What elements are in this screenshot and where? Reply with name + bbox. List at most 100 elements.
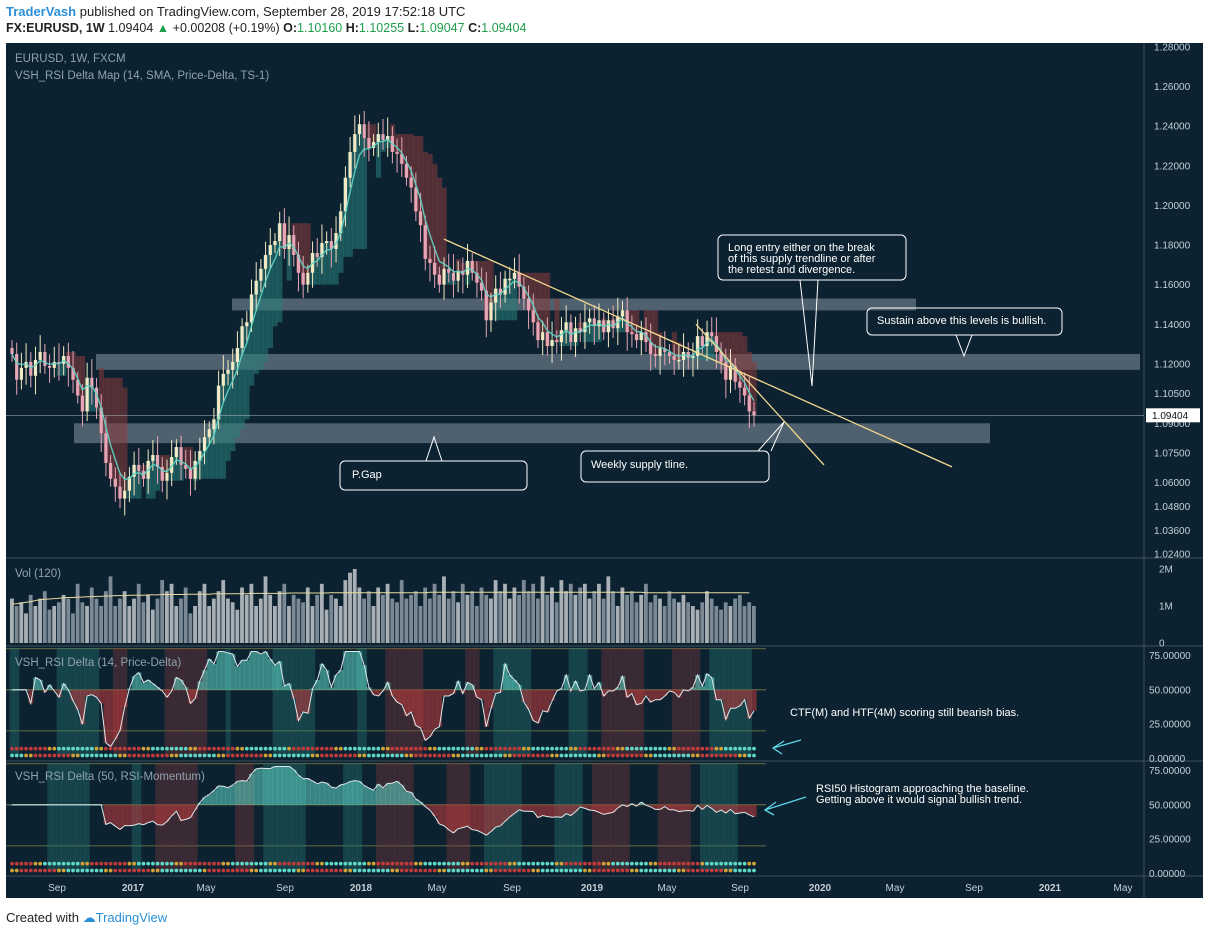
volume-bar: [550, 587, 554, 643]
osc-score-dot: [338, 868, 343, 873]
candle-body: [109, 462, 113, 479]
osc-hist-bar: [718, 689, 724, 700]
osc-state-column: [80, 763, 86, 871]
osc-score-dot: [399, 753, 404, 758]
candle-body: [94, 387, 99, 408]
osc-hist-bar: [263, 651, 269, 690]
osc-score-dot: [423, 861, 428, 866]
osc-score-dot: [244, 861, 249, 866]
osc-state-column: [606, 648, 612, 756]
osc-hist-bar: [141, 682, 147, 690]
volume-bar: [202, 583, 207, 643]
osc-state-column: [662, 763, 668, 871]
osc-score-dot: [258, 746, 263, 751]
osc-score-dot: [418, 868, 423, 873]
osc-score-dot: [517, 746, 522, 751]
osc-score-dot: [465, 868, 470, 873]
candle-body: [451, 272, 456, 281]
osc-score-dot: [536, 868, 540, 873]
candle-body: [43, 352, 47, 366]
osc-score-dot: [662, 868, 667, 873]
sustain-callout-pointer: [955, 334, 973, 358]
candle-body: [353, 134, 357, 152]
osc-hist-bar: [587, 675, 593, 690]
osc-score-dot: [512, 868, 517, 873]
osc-score-dot: [19, 746, 24, 751]
tradingview-link[interactable]: TradingView: [95, 910, 168, 925]
candle-body: [583, 322, 587, 333]
candle-body: [710, 332, 714, 337]
osc-score-dot: [89, 868, 94, 873]
band-segment: [150, 455, 156, 499]
band-segment: [488, 260, 494, 303]
chart-area[interactable]: 1.28000 1.26000 1.24000 1.22000 1.20000 1.180…: [6, 43, 1203, 898]
volume-bar: [470, 591, 475, 643]
author-link[interactable]: TraderVash: [6, 4, 77, 19]
osc-score-dot: [301, 746, 306, 751]
band-segment: [230, 361, 236, 452]
osc-score-dot: [676, 746, 681, 751]
osc-hist-bar: [667, 804, 673, 810]
osc-hist-bar: [202, 670, 208, 690]
volume-bar: [235, 609, 240, 643]
volume-bar: [521, 580, 526, 643]
osc-hist-bar: [188, 804, 194, 818]
osc-score-dot: [38, 861, 43, 866]
candle-body: [634, 334, 639, 341]
osc-score-dot: [352, 746, 357, 751]
osc-score-dot: [52, 861, 57, 866]
osc-score-dot: [676, 753, 681, 758]
candle-body: [541, 332, 545, 341]
candle-body: [372, 142, 376, 148]
volume-bar: [559, 580, 564, 643]
osc-hist-bar: [432, 689, 438, 730]
osc-score-dot: [742, 746, 747, 751]
osc-state-column: [291, 763, 297, 871]
volume-bar: [395, 602, 399, 643]
osc-score-dots: [10, 746, 756, 758]
candle-body: [113, 478, 117, 487]
osc-score-dot: [451, 753, 456, 758]
volume-bar: [498, 591, 503, 643]
osc-score-dot: [550, 861, 554, 866]
chart-canvas[interactable]: 1.28000 1.26000 1.24000 1.22000 1.20000 1.180…: [6, 43, 1203, 898]
volume-bar: [719, 609, 723, 643]
osc-score-dot: [691, 868, 695, 873]
osc-score-dot: [376, 753, 381, 758]
volume-bar: [432, 583, 437, 643]
osc-hist-bar: [488, 689, 494, 709]
volume-bar: [728, 606, 733, 643]
osc-score-dot: [99, 861, 104, 866]
osc-hist-bar: [235, 666, 241, 690]
volume-bar: [244, 594, 249, 643]
volume-bar: [329, 594, 334, 643]
osc-hist-bar: [676, 804, 682, 812]
osc-state-column: [14, 648, 20, 756]
candle-body: [663, 348, 667, 352]
volume-bar: [118, 598, 122, 643]
osc-score-dot: [315, 861, 320, 866]
osc-score-dot: [14, 753, 19, 758]
volume-bar: [658, 598, 662, 643]
supply-trendline: [443, 238, 953, 468]
candle-body: [339, 211, 343, 234]
osc-score-dot: [597, 746, 601, 751]
osc-score-dot: [10, 861, 14, 866]
osc-hist-bar: [737, 804, 743, 813]
osc-hist-bar: [728, 804, 734, 810]
band-segment: [220, 373, 227, 479]
volume-bar: [676, 602, 681, 643]
osc-score-dot: [545, 753, 550, 758]
osc-score-dot: [47, 861, 52, 866]
volume-bar: [132, 598, 136, 643]
osc-hist-bar: [657, 804, 663, 810]
volume-bar: [662, 606, 667, 643]
osc-hist-bar: [507, 675, 513, 690]
osc-hist-bar: [699, 804, 705, 810]
osc-state-column: [606, 763, 612, 871]
band-segment: [507, 278, 513, 321]
osc-score-dot: [489, 868, 493, 873]
main-pane-title: EURUSD, 1W, FXCM: [15, 53, 126, 65]
osc-state-column: [385, 763, 391, 871]
osc-score-dot: [193, 746, 198, 751]
